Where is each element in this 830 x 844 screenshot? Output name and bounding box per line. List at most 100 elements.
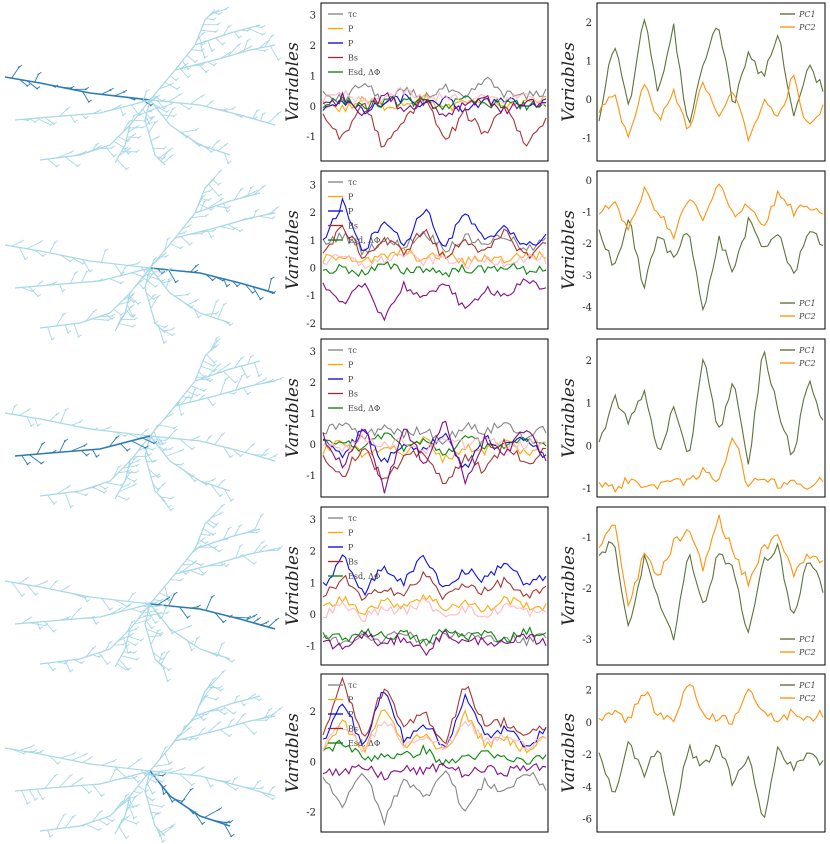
tree-node xyxy=(164,439,167,442)
tree-node xyxy=(62,313,65,316)
tree-node xyxy=(125,168,128,171)
tree-node xyxy=(210,150,213,153)
tree-node xyxy=(195,637,198,640)
series-line-purple xyxy=(322,91,547,118)
tree-node xyxy=(104,488,106,490)
tree-twig xyxy=(131,608,145,613)
tree-plot-3 xyxy=(4,336,284,512)
tree-branch xyxy=(149,267,231,324)
tree-node xyxy=(211,479,214,482)
tree-node xyxy=(217,194,220,197)
tree-node xyxy=(138,759,140,762)
series-line-P xyxy=(322,593,547,616)
tree-twig xyxy=(70,607,83,620)
tree-node xyxy=(167,599,170,602)
series-line-Esd, ΔΦ xyxy=(322,626,547,646)
tree-node xyxy=(98,655,100,658)
tree-node xyxy=(149,97,152,100)
series-line-pink xyxy=(322,86,547,108)
tree-node xyxy=(261,33,264,36)
tree-node xyxy=(234,381,237,384)
tree-node xyxy=(52,451,55,454)
tree-node xyxy=(54,85,56,88)
tree-node xyxy=(156,774,158,777)
tree-node xyxy=(219,512,222,515)
tree-twig xyxy=(148,120,159,134)
tree-twig xyxy=(60,584,71,592)
tree-node xyxy=(162,253,165,256)
tree-twig xyxy=(210,299,220,317)
tree-node xyxy=(241,375,243,377)
panel-9: 2 0 -2 Variables τc PP Bs Esd, ΔΦ xyxy=(283,673,549,833)
tree-node xyxy=(39,281,42,284)
tree-node xyxy=(88,791,90,794)
tree-node xyxy=(218,550,221,553)
tree-node xyxy=(166,597,169,600)
tree-node xyxy=(209,101,212,104)
tree-twig xyxy=(44,773,59,789)
tree-node xyxy=(127,483,130,486)
tree-node xyxy=(234,788,237,791)
y-tick-label: 2 xyxy=(586,356,592,367)
tree-node xyxy=(52,502,55,505)
tree-node xyxy=(154,602,157,604)
tree-node xyxy=(200,49,203,52)
tree-twig xyxy=(19,576,30,584)
tree-node xyxy=(278,708,281,710)
y-axis-label: Variables xyxy=(559,210,579,290)
tree-node xyxy=(200,232,203,235)
tree-node xyxy=(230,499,232,502)
tree-branch xyxy=(14,267,151,289)
tree-node xyxy=(258,699,260,702)
tree-node xyxy=(238,525,241,528)
y-tick-label: -4 xyxy=(582,782,592,793)
tree-twig xyxy=(64,156,81,167)
y-axis-label: Variables xyxy=(283,713,303,793)
tree-node xyxy=(66,617,69,620)
tree-node xyxy=(39,751,42,753)
tree-twig xyxy=(268,617,280,628)
tree-node xyxy=(129,458,132,461)
tree-node xyxy=(93,428,96,431)
tree-node xyxy=(231,107,234,110)
tree-node xyxy=(203,200,206,203)
tree-node xyxy=(119,317,122,320)
tree-node xyxy=(279,377,282,380)
tree-node xyxy=(124,266,127,269)
tree-twig xyxy=(146,782,156,795)
tree-branch xyxy=(4,76,151,101)
tree-node xyxy=(163,107,165,110)
tree-node xyxy=(150,436,153,439)
tree-node xyxy=(246,29,249,32)
tree-node xyxy=(133,114,135,117)
tree-node xyxy=(239,230,241,233)
tree-node xyxy=(166,238,169,241)
tree-node xyxy=(137,136,140,139)
tree-node xyxy=(53,282,56,285)
tree-node xyxy=(270,35,273,38)
tree-twig xyxy=(47,326,56,341)
y-tick-label: 0 xyxy=(310,440,316,451)
tree-node xyxy=(133,480,136,483)
tree-node xyxy=(126,449,129,452)
tree-node xyxy=(92,647,95,650)
tree-twig xyxy=(242,387,251,395)
tree-twig xyxy=(212,669,227,684)
tree-twig xyxy=(223,106,237,112)
tree-node xyxy=(97,146,100,149)
tree-node xyxy=(201,395,204,398)
tree-branch xyxy=(149,680,216,772)
tree-node xyxy=(55,165,58,168)
axes-frame xyxy=(596,170,826,330)
tree-branch xyxy=(4,747,151,772)
tree-twig xyxy=(140,428,150,436)
tree-node xyxy=(69,151,72,154)
tree-node xyxy=(144,615,147,617)
legend-label: P xyxy=(348,39,354,48)
tree-node xyxy=(226,210,229,213)
tree-node xyxy=(105,824,108,826)
tree-branch xyxy=(149,177,216,269)
y-axis-label: Variables xyxy=(283,210,303,290)
tree-twig xyxy=(193,811,206,825)
tree-node xyxy=(84,88,87,91)
